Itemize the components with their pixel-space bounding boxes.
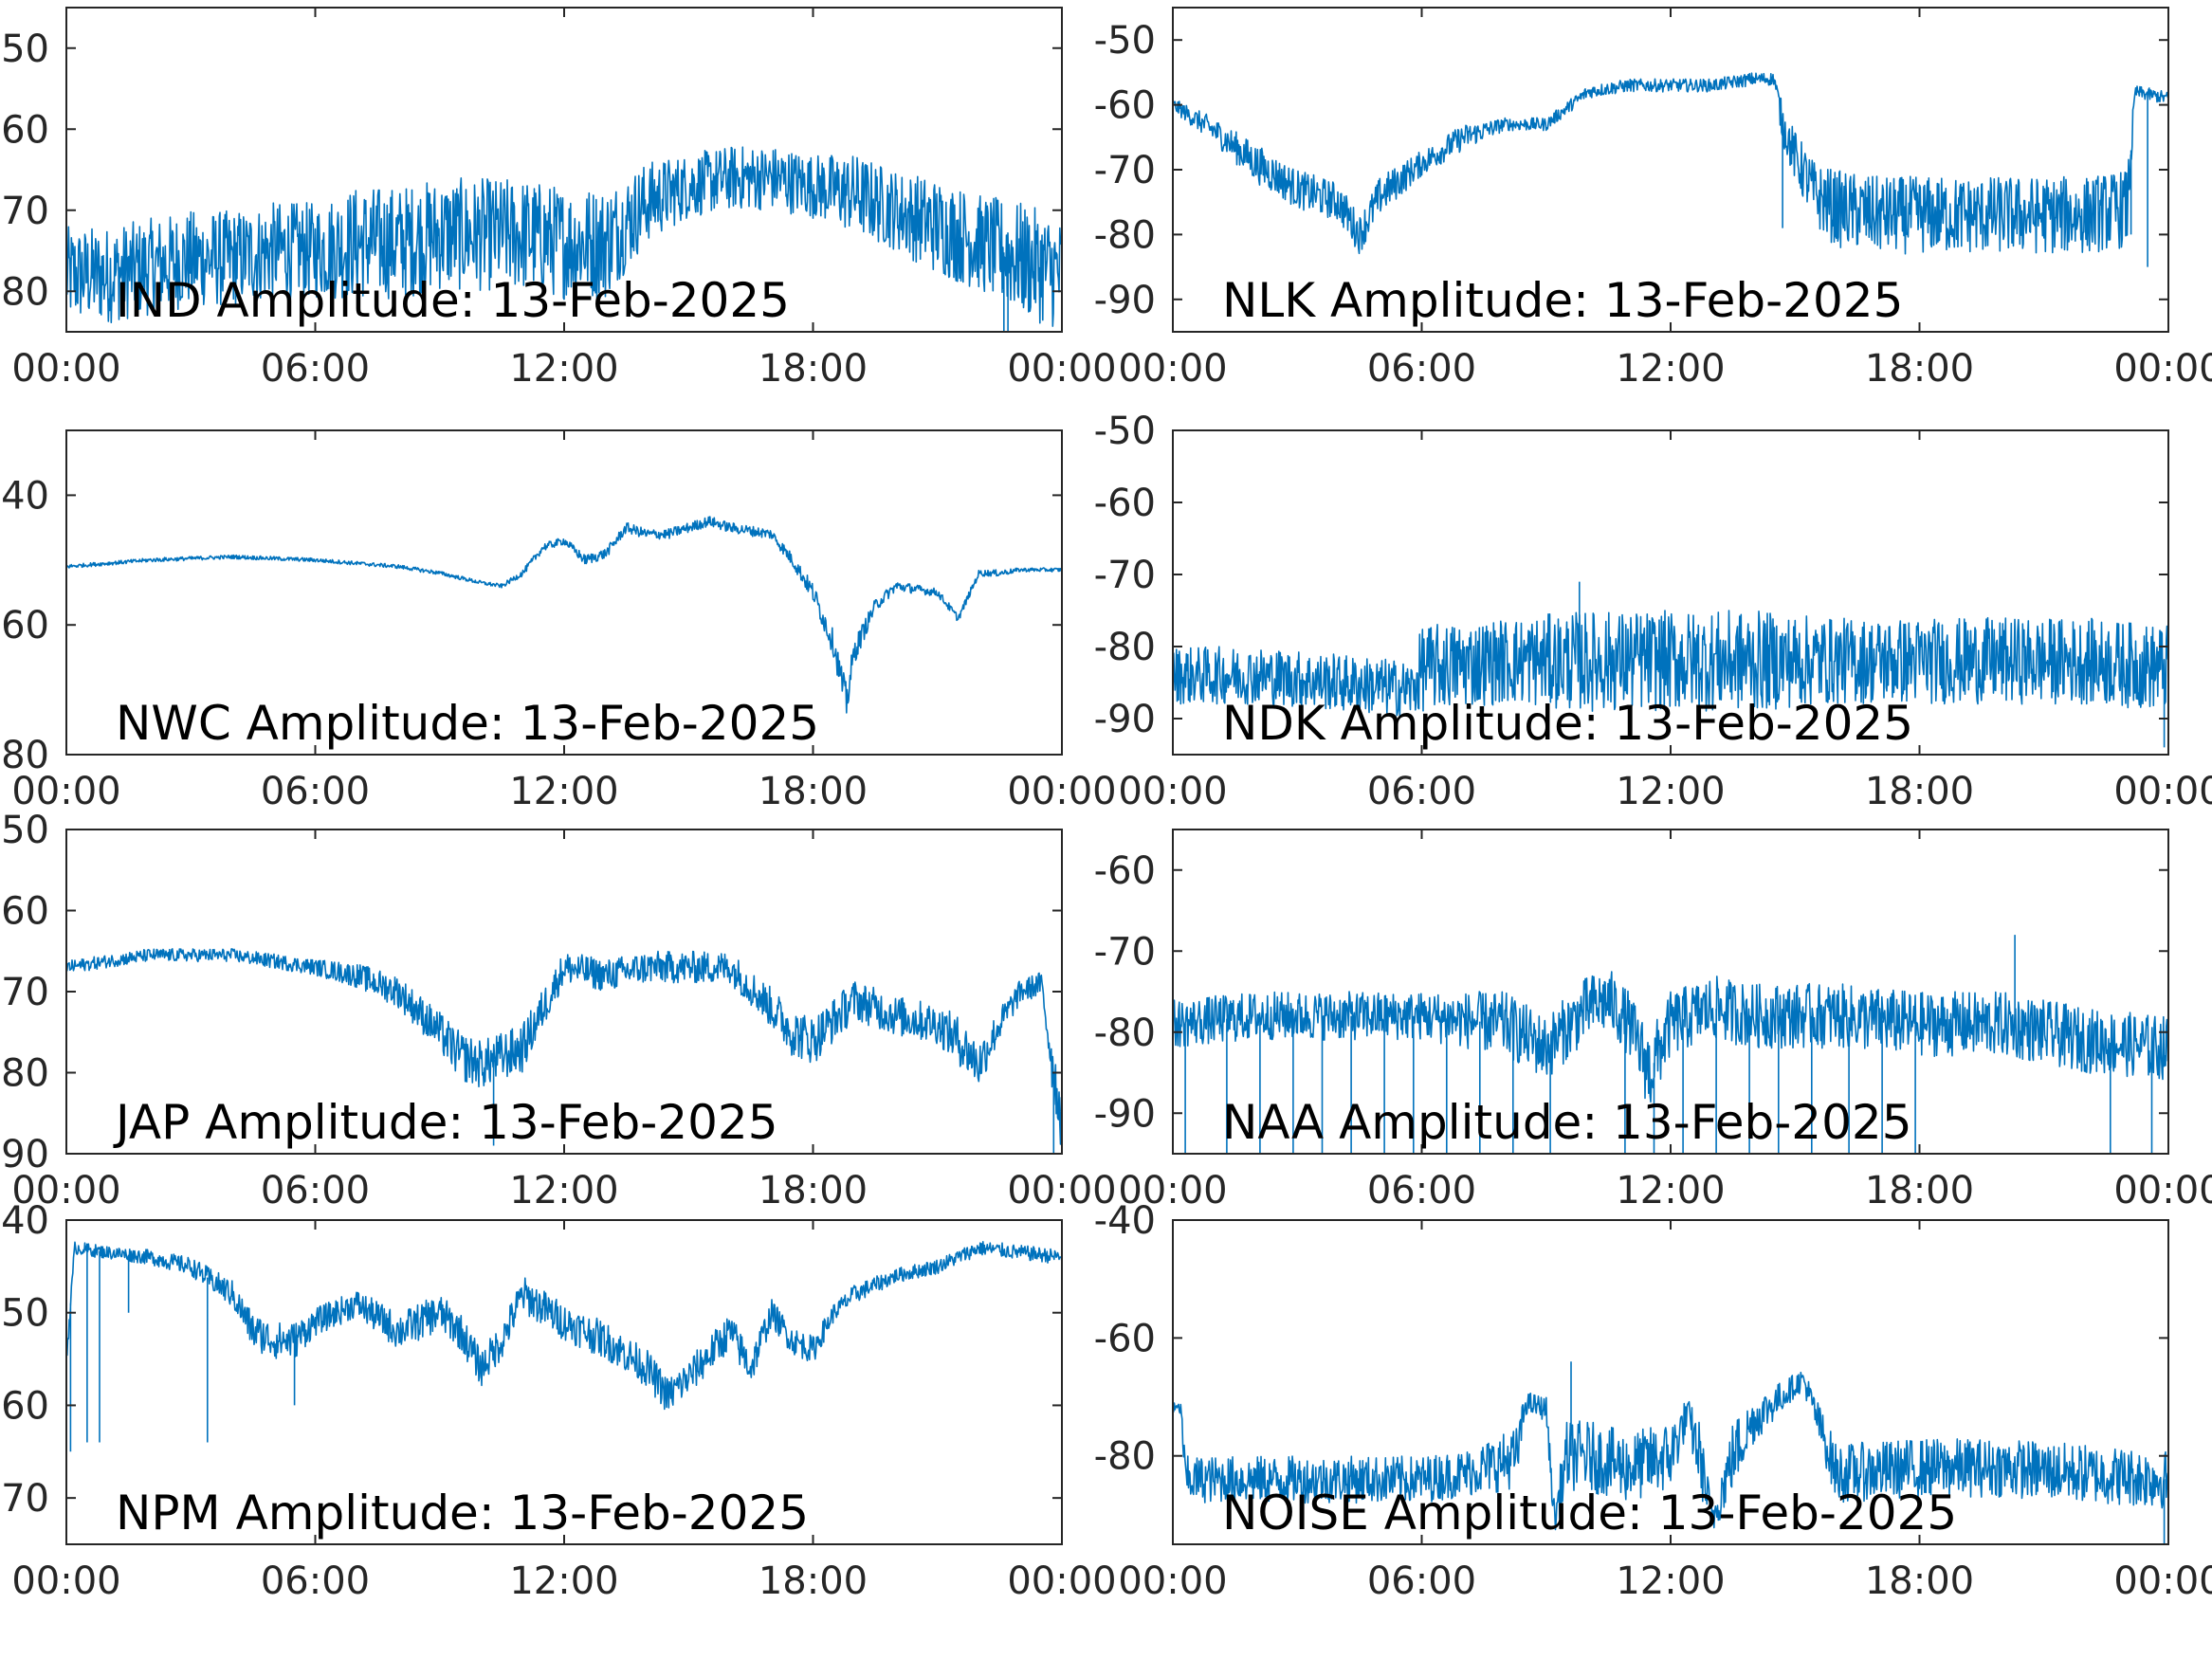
x-tick-label: 00:00 [1007,1559,1116,1603]
chart-panel-2: 00:00 06:00 12:00 18:00 00:00 -50 -60 -70 -80 -90… [1094,7,2212,391]
x-tick-label: 12:00 [1616,347,1725,391]
chart-title: IND Amplitude: 13-Feb-2025 [116,273,790,328]
x-tick-label: 00:00 [2113,770,2212,813]
y-tick-label: 40 [1,474,49,518]
x-tick-label: 00:00 [1118,770,1227,813]
y-tick-label: 50 [1,27,49,71]
y-tick-label: -80 [1094,626,1156,669]
x-tick-label: 00:00 [1007,770,1116,813]
x-tick-label: 00:00 [11,1559,120,1603]
chart-panel-5: 00:00 06:00 12:00 18:00 00:00 50 60 70 80 90 JAP A… [1,809,1117,1212]
x-tick-label: 18:00 [759,1169,868,1212]
data-series-line-1 [66,1241,1062,1452]
data-series-line-1 [66,948,1062,1154]
chart-title: NPM Amplitude: 13-Feb-2025 [116,1486,809,1540]
chart-panel-4: 00:00 06:00 12:00 18:00 00:00 -50 -60 -70 -80 -90… [1094,410,2212,813]
data-series-line-1 [66,516,1062,714]
x-tick-label: 06:00 [261,770,370,813]
chart-title: NWC Amplitude: 13-Feb-2025 [116,696,819,751]
data-series-line-1 [1173,935,2168,1154]
y-tick-label: -60 [1094,849,1156,893]
chart-title: NLK Amplitude: 13-Feb-2025 [1222,273,1903,328]
y-tick-label: 60 [1,108,49,152]
y-tick-label: 90 [1,1133,49,1176]
x-tick-label: 06:00 [261,1169,370,1212]
y-tick-label: -40 [1094,1199,1156,1243]
y-tick-label: -90 [1094,279,1156,322]
x-tick-label: 00:00 [11,347,120,391]
x-tick-label: 00:00 [11,770,120,813]
x-tick-label: 18:00 [1865,770,1974,813]
y-tick-label: -80 [1094,1012,1156,1055]
x-tick-label: 00:00 [1118,1559,1227,1603]
y-tick-label: -70 [1094,554,1156,597]
x-tick-label: 00:00 [11,1169,120,1212]
x-tick-label: 18:00 [759,770,868,813]
y-tick-label: 60 [1,604,49,647]
data-series-line-1 [1173,581,2168,748]
chart-panel-8: 00:00 06:00 12:00 18:00 00:00 -40 -60 -80 NOISE … [1094,1199,2212,1603]
x-tick-label: 00:00 [1118,1169,1227,1212]
x-tick-label: 06:00 [261,347,370,391]
y-tick-label: -50 [1094,19,1156,63]
y-tick-label: -80 [1094,1435,1156,1479]
x-tick-label: 00:00 [2113,347,2212,391]
x-tick-label: 18:00 [1865,347,1974,391]
y-tick-label: 70 [1,190,49,233]
x-tick-label: 06:00 [1367,1559,1476,1603]
y-tick-label: -60 [1094,84,1156,128]
data-series-line-1 [1173,72,2168,267]
x-tick-label: 06:00 [1367,770,1476,813]
x-tick-label: 00:00 [2113,1559,2212,1603]
y-tick-label: -70 [1094,930,1156,974]
x-tick-label: 06:00 [261,1559,370,1603]
chart-panel-1: 00:00 06:00 12:00 18:00 00:00 50 60 70 80 IND Amp… [1,7,1117,391]
y-tick-label: 40 [1,1199,49,1243]
y-tick-label: 50 [1,809,49,852]
y-tick-label: -90 [1094,698,1156,741]
y-tick-label: 60 [1,890,49,934]
chart-panel-7: 00:00 06:00 12:00 18:00 00:00 40 50 60 70 NPM Amp… [1,1199,1117,1603]
y-tick-label: -90 [1094,1092,1156,1136]
x-tick-label: 12:00 [1616,770,1725,813]
x-tick-label: 18:00 [1865,1559,1974,1603]
x-tick-label: 00:00 [2113,1169,2212,1212]
data-series-line-1 [1173,1361,2168,1544]
y-tick-label: 80 [1,270,49,314]
chart-title: NDK Amplitude: 13-Feb-2025 [1222,696,1913,751]
y-tick-label: 70 [1,1477,49,1521]
x-tick-label: 18:00 [1865,1169,1974,1212]
x-tick-label: 12:00 [509,1169,618,1212]
y-tick-label: 80 [1,734,49,777]
x-tick-label: 18:00 [759,347,868,391]
y-tick-label: -60 [1094,1317,1156,1360]
y-tick-label: -50 [1094,410,1156,453]
chart-panel-3: 00:00 06:00 12:00 18:00 00:00 40 60 80 NWC Ampli… [1,429,1117,813]
x-tick-label: 00:00 [1007,1169,1116,1212]
chart-title: JAP Amplitude: 13-Feb-2025 [113,1095,778,1150]
x-tick-label: 12:00 [509,1559,618,1603]
chart-panel-6: 00:00 06:00 12:00 18:00 00:00 -60 -70 -80 -90 NAA… [1094,829,2212,1212]
y-tick-label: 80 [1,1052,49,1096]
data-series-line-1 [66,146,1062,332]
y-tick-label: -80 [1094,213,1156,257]
x-tick-label: 12:00 [1616,1559,1725,1603]
x-tick-label: 06:00 [1367,1169,1476,1212]
y-tick-label: -70 [1094,149,1156,192]
chart-title: NAA Amplitude: 13-Feb-2025 [1222,1095,1912,1150]
y-tick-label: 50 [1,1292,49,1336]
y-tick-label: 70 [1,971,49,1014]
y-tick-label: -60 [1094,482,1156,525]
x-tick-label: 12:00 [509,347,618,391]
x-tick-label: 18:00 [759,1559,868,1603]
x-tick-label: 00:00 [1007,347,1116,391]
chart-title: NOISE Amplitude: 13-Feb-2025 [1222,1486,1957,1540]
x-tick-label: 06:00 [1367,347,1476,391]
x-tick-label: 12:00 [509,770,618,813]
x-tick-label: 12:00 [1616,1169,1725,1212]
x-tick-label: 00:00 [1118,347,1227,391]
y-tick-label: 60 [1,1384,49,1428]
